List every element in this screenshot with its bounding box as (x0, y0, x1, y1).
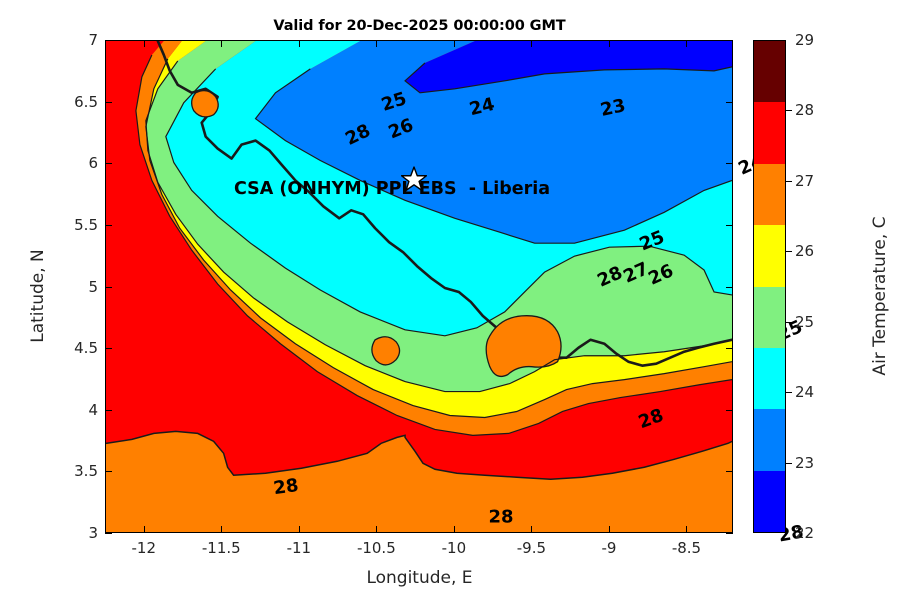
x-tick-label: -8.5 (671, 539, 702, 557)
x-tick-label: -12 (131, 539, 157, 557)
y-tick-label: 7 (88, 31, 98, 49)
colorbar-tick-label: 25 (795, 312, 815, 331)
x-tick-label: -11 (286, 539, 312, 557)
colorbar-tick-mark (786, 462, 792, 464)
colorbar-tick-mark (786, 110, 792, 112)
band-25-26 (145, 41, 732, 392)
y-tick-mark (105, 101, 112, 103)
y-tick-mark (726, 224, 733, 226)
band-27-28-pocket-east (485, 315, 562, 378)
y-tick-label: 4.5 (74, 339, 98, 358)
colorbar-tick-label: 22 (795, 524, 815, 542)
coastline (156, 41, 732, 367)
y-tick-label: 3.5 (74, 462, 98, 481)
x-tick-mark (221, 526, 223, 533)
x-axis-title: Longitude, E (366, 568, 473, 588)
x-tick-label: -9.5 (516, 539, 547, 557)
x-tick-mark (143, 40, 145, 47)
colorbar-tick-label: 26 (795, 242, 815, 261)
y-tick-label: 5 (88, 277, 98, 296)
y-tick-mark (105, 471, 112, 473)
y-tick-mark (105, 163, 112, 165)
x-tick-mark (298, 526, 300, 533)
y-tick-mark (105, 409, 112, 411)
y-tick-label: 3 (88, 524, 98, 542)
colorbar-band (754, 347, 785, 410)
colorbar-tick-label: 27 (795, 171, 815, 190)
y-tick-label: 6 (88, 154, 98, 173)
y-tick-mark (105, 286, 112, 288)
colorbar-band (754, 409, 785, 471)
y-tick-mark (105, 224, 112, 226)
page-title: Valid for 20-Dec-2025 00:00:00 GMT (273, 18, 566, 34)
y-axis-title: Latitude, N (28, 249, 48, 343)
colorbar-band (754, 41, 785, 103)
x-tick-mark (686, 526, 688, 533)
coastal-inlet-notch (191, 89, 219, 118)
y-tick-mark (726, 471, 733, 473)
star-marker (401, 166, 427, 192)
y-tick-label: 5.5 (74, 215, 98, 234)
colorbar-band (754, 163, 785, 226)
colorbar-tick-label: 24 (795, 383, 815, 402)
x-tick-mark (143, 526, 145, 533)
y-tick-mark (726, 533, 733, 534)
y-tick-mark (726, 286, 733, 288)
x-tick-label: -10 (441, 539, 467, 557)
x-tick-mark (531, 526, 533, 533)
band-27-28-south (106, 431, 732, 532)
temperature-contour-field (106, 41, 732, 532)
site-annotation-label: CSA (ONHYM) PPL EBS - Liberia (234, 179, 551, 199)
y-tick-mark (726, 163, 733, 165)
y-tick-mark (105, 348, 112, 350)
x-tick-mark (608, 526, 610, 533)
x-tick-label: -10.5 (356, 539, 396, 557)
colorbar-tick-label: 29 (795, 31, 815, 49)
x-tick-mark (453, 40, 455, 47)
x-tick-label: -11.5 (201, 539, 241, 557)
contour-value-label: 28 (488, 506, 514, 528)
y-tick-label: 4 (88, 400, 98, 419)
y-tick-mark (726, 348, 733, 350)
x-tick-label: -9 (601, 539, 617, 557)
colorbar-tick-label: 28 (795, 101, 815, 120)
colorbar-band (754, 225, 785, 287)
band-24-25 (165, 41, 732, 336)
colorbar-band (754, 102, 785, 164)
band-27-28-coast (135, 41, 732, 436)
x-tick-mark (221, 40, 223, 47)
contour-line-28-south (106, 430, 732, 480)
x-tick-mark (608, 40, 610, 47)
colorbar-tick-mark (786, 392, 792, 394)
y-tick-label: 6.5 (74, 92, 98, 111)
y-tick-mark (726, 409, 733, 411)
x-tick-mark (376, 526, 378, 533)
colorbar-tick-mark (786, 251, 792, 253)
x-tick-mark (376, 40, 378, 47)
colorbar-band (754, 470, 785, 532)
band-23-24 (255, 41, 732, 244)
y-tick-mark (726, 40, 733, 41)
y-tick-mark (105, 40, 112, 41)
band-27-28-pocket-west (371, 336, 401, 366)
x-tick-mark (453, 526, 455, 533)
x-tick-mark (686, 40, 688, 47)
colorbar-band (754, 286, 785, 348)
x-tick-mark (298, 40, 300, 47)
colorbar-tick-label: 23 (795, 453, 815, 472)
y-tick-mark (726, 101, 733, 103)
colorbar-tick-mark (786, 180, 792, 182)
colorbar-title: Air Temperature, C (870, 216, 890, 376)
colorbar[interactable] (753, 40, 786, 533)
band-22-23 (405, 41, 732, 93)
contour-lines-offshore (135, 54, 732, 436)
colorbar-tick-mark (786, 321, 792, 323)
y-tick-mark (105, 533, 112, 534)
x-tick-mark (531, 40, 533, 47)
contour-value-label: 28 (272, 474, 300, 500)
plot-area[interactable] (105, 40, 733, 533)
